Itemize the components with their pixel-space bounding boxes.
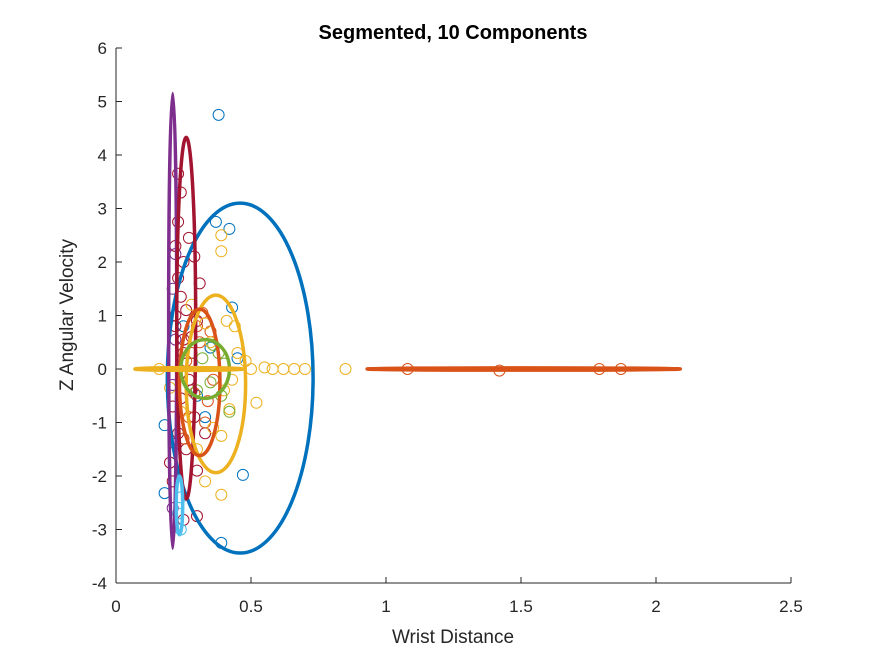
- scatter-point: [212, 108, 225, 121]
- axes: 0 0.5 1 1.5 2 2.5 -4 -3 -2 -1 0 1 2 3 4 5 6: [92, 39, 803, 616]
- scatter-point: [223, 403, 236, 416]
- y-tick-label: -1: [92, 414, 107, 433]
- x-tick-label: 2.5: [779, 597, 803, 616]
- scatter-point: [215, 429, 228, 442]
- y-tick-label: -2: [92, 467, 107, 486]
- y-tick-label: 5: [98, 93, 107, 112]
- chart-title: Segmented, 10 Components: [319, 22, 588, 44]
- y-tick-label: 2: [98, 253, 107, 272]
- y-tick-label: -3: [92, 521, 107, 540]
- scatter-point: [215, 229, 228, 242]
- scatter-point: [258, 361, 271, 374]
- x-tick-label: 0.5: [239, 597, 263, 616]
- x-axis-label: Wrist Distance: [392, 627, 514, 648]
- scatter-point: [228, 320, 241, 333]
- scatter-point: [236, 468, 249, 481]
- y-tick-label: 6: [98, 39, 107, 58]
- y-tick-label: 1: [98, 307, 107, 326]
- scatter-point: [215, 488, 228, 501]
- y-tick-label: 3: [98, 200, 107, 219]
- scatter-point: [339, 363, 352, 375]
- component-ellipse: [177, 307, 222, 458]
- x-tick-label: 2: [651, 597, 660, 616]
- scatter-point: [201, 395, 214, 408]
- component-ellipse: [184, 293, 248, 475]
- scatter-point: [199, 475, 212, 488]
- y-tick-label: 0: [98, 360, 107, 379]
- component-ellipse: [133, 365, 245, 373]
- y-tick-label: 4: [98, 146, 107, 165]
- component-ellipse: [174, 474, 185, 537]
- scatter-point: [209, 215, 222, 228]
- scatter-point: [215, 245, 228, 258]
- data-marks: [133, 91, 683, 555]
- scatter-point: [172, 167, 185, 180]
- scatter-point: [223, 222, 236, 235]
- x-tick-label: 0: [111, 597, 120, 616]
- scatter-point: [266, 363, 279, 375]
- component-ellipse: [365, 366, 683, 372]
- x-tick-label: 1.5: [509, 597, 533, 616]
- y-tick-label: -4: [92, 574, 107, 593]
- scatter-point: [250, 396, 263, 409]
- x-tick-label: 1: [381, 597, 390, 616]
- plot-area: [133, 91, 683, 555]
- y-axis-label: Z Angular Velocity: [57, 238, 78, 391]
- scatter-point: [223, 405, 236, 418]
- scatter-point: [204, 376, 217, 389]
